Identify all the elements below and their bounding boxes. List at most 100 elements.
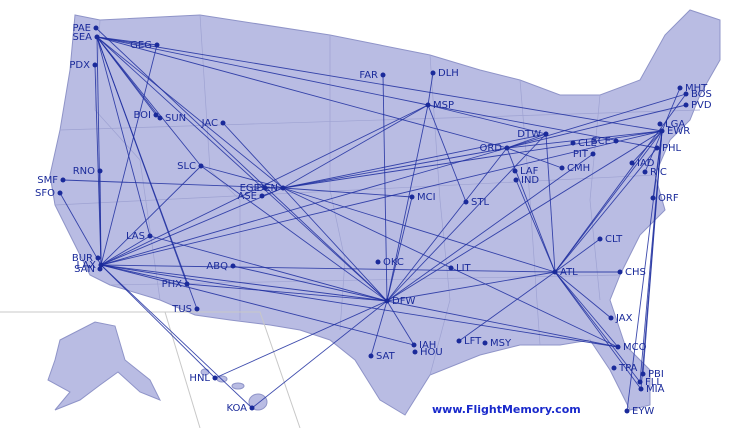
route bbox=[427, 104, 658, 149]
airport-label: FLL bbox=[645, 377, 662, 388]
route bbox=[370, 300, 388, 357]
airport-dot bbox=[642, 169, 648, 175]
route bbox=[200, 165, 388, 302]
route bbox=[96, 36, 429, 106]
airport-label: EYW bbox=[632, 406, 654, 417]
route bbox=[386, 300, 619, 348]
airport-label: BUR bbox=[72, 253, 93, 264]
route bbox=[96, 36, 388, 302]
airport-label: EGE bbox=[240, 183, 260, 194]
route bbox=[545, 133, 556, 273]
route bbox=[186, 283, 388, 302]
airport-label: SUN bbox=[165, 113, 186, 124]
route bbox=[554, 147, 658, 273]
airport-dot bbox=[659, 128, 665, 134]
route bbox=[282, 147, 508, 189]
route bbox=[506, 130, 663, 149]
airport-dot bbox=[613, 138, 619, 144]
airport-label: OKC bbox=[383, 257, 404, 268]
airport-dot bbox=[230, 263, 236, 269]
airport-dot bbox=[98, 262, 104, 268]
airport-dot bbox=[194, 306, 200, 312]
route bbox=[386, 196, 413, 302]
airport-dot bbox=[463, 199, 469, 205]
footer-link[interactable]: www.FlightMemory.com bbox=[432, 403, 581, 416]
airport-label: FAR bbox=[359, 70, 378, 81]
route bbox=[282, 187, 388, 302]
airport-label: IND bbox=[521, 175, 539, 186]
airport-dot bbox=[448, 265, 454, 271]
airport-label: HOU bbox=[420, 347, 443, 358]
airport-label: ORF bbox=[658, 193, 679, 204]
airport-dot bbox=[640, 371, 646, 377]
route bbox=[251, 300, 388, 409]
airport-dot bbox=[677, 85, 683, 91]
airport-label: CLT bbox=[605, 234, 623, 245]
airport-label: MSY bbox=[490, 338, 512, 349]
route bbox=[458, 271, 556, 342]
airport-dot bbox=[411, 342, 417, 348]
airport-dot bbox=[456, 338, 462, 344]
airport-dot bbox=[97, 168, 103, 174]
airport-dot bbox=[280, 185, 286, 191]
airport-label: LAS bbox=[126, 231, 145, 242]
route bbox=[95, 27, 388, 302]
airport-dot bbox=[412, 349, 418, 355]
route bbox=[100, 147, 508, 266]
airport-label: PDX bbox=[69, 60, 90, 71]
airport-label: DLH bbox=[438, 68, 459, 79]
airport-label: JAX bbox=[615, 313, 633, 324]
airport-dot bbox=[154, 42, 160, 48]
airport-dot bbox=[153, 112, 159, 118]
airport-dot bbox=[425, 102, 431, 108]
route bbox=[427, 72, 434, 106]
route bbox=[232, 265, 388, 302]
route bbox=[59, 192, 102, 266]
airport-label: IAH bbox=[419, 340, 436, 351]
airport-label: PIT bbox=[573, 149, 589, 160]
route bbox=[644, 130, 663, 173]
route bbox=[100, 44, 158, 266]
airport-label: SLC bbox=[177, 161, 196, 172]
route bbox=[386, 147, 508, 302]
airport-dot bbox=[368, 353, 374, 359]
route bbox=[282, 133, 547, 189]
route bbox=[99, 170, 102, 266]
route bbox=[554, 271, 641, 383]
airport-label: ASE bbox=[237, 191, 257, 202]
airport-label: BOS bbox=[691, 89, 712, 100]
airport-dot bbox=[683, 102, 689, 108]
inset-frames bbox=[0, 311, 301, 428]
airport-dot bbox=[638, 386, 644, 392]
airport-label: ATL bbox=[560, 267, 578, 278]
route bbox=[222, 122, 284, 189]
route bbox=[427, 104, 467, 203]
airport-label: DEN bbox=[257, 183, 279, 194]
route bbox=[282, 187, 413, 198]
airport-dot bbox=[57, 190, 63, 196]
route bbox=[640, 130, 663, 390]
airport-dot bbox=[380, 72, 386, 78]
route bbox=[94, 64, 102, 266]
airport-dot bbox=[624, 408, 630, 414]
route bbox=[652, 130, 663, 199]
airport-label: JAC bbox=[201, 118, 218, 129]
airport-label: RIC bbox=[650, 167, 667, 178]
route bbox=[100, 264, 556, 273]
airport-dot bbox=[384, 298, 390, 304]
route bbox=[631, 130, 663, 164]
airport-dot bbox=[512, 168, 518, 174]
airport-label: PHX bbox=[162, 279, 183, 290]
route bbox=[386, 104, 429, 302]
airport-dot bbox=[543, 131, 549, 137]
airport-label: RNO bbox=[73, 166, 95, 177]
airport-label: MSP bbox=[433, 100, 454, 111]
route bbox=[100, 104, 429, 266]
airport-dot bbox=[611, 365, 617, 371]
airport-dot bbox=[597, 236, 603, 242]
airport-dot bbox=[184, 281, 190, 287]
route bbox=[386, 133, 547, 302]
airport-dot bbox=[95, 255, 101, 261]
route bbox=[554, 238, 601, 273]
